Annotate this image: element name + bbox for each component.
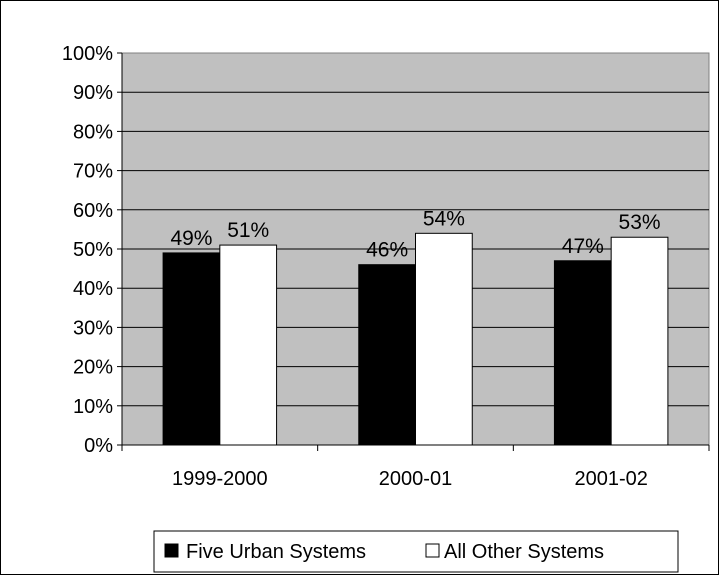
legend-box <box>153 530 679 573</box>
y-tick-label: 50% <box>73 239 113 261</box>
x-category-label: 2001-02 <box>574 468 647 490</box>
data-label: 46% <box>366 239 408 262</box>
x-axis-category-labels: 1999-2000 2000-01 2001-02 <box>172 468 648 490</box>
axes <box>117 52 710 451</box>
x-category-label: 2000-01 <box>379 468 452 490</box>
bar-all-other-systems-2001-02 <box>610 236 669 446</box>
legend-swatch-all-other-systems <box>425 543 440 558</box>
y-tick-label: 70% <box>73 161 113 183</box>
y-tick-label: 40% <box>73 278 113 300</box>
y-tick-label: 90% <box>73 82 113 104</box>
y-tick-label: 60% <box>73 200 113 222</box>
y-tick-label: 30% <box>73 317 113 339</box>
y-tick-label: 10% <box>73 396 113 418</box>
legend: Five Urban Systems All Other Systems <box>153 530 679 573</box>
data-label: 49% <box>170 227 212 250</box>
data-label: 47% <box>562 235 604 258</box>
legend-label-five-urban-systems: Five Urban Systems <box>186 541 366 563</box>
bar-five-urban-systems-2000-01 <box>358 264 416 446</box>
data-labels: 49% 51% 46% 54% 47% 53% <box>170 207 660 261</box>
bar-all-other-systems-2000-01 <box>415 232 473 446</box>
bar-all-other-systems-1999-2000 <box>219 244 278 446</box>
data-label: 51% <box>227 219 269 242</box>
y-tick-label: 80% <box>73 121 113 143</box>
legend-label-all-other-systems: All Other Systems <box>444 541 604 563</box>
y-tick-label: 100% <box>62 43 113 65</box>
bar-five-urban-systems-1999-2000 <box>162 252 221 446</box>
y-tick-label: 20% <box>73 357 113 379</box>
legend-swatch-five-urban-systems <box>164 543 179 558</box>
x-category-label: 1999-2000 <box>172 468 268 490</box>
y-axis-tick-labels: 0% 10% 20% 30% 40% 50% 60% 70% 80% 90% 100% <box>62 43 113 457</box>
data-label: 53% <box>619 211 661 234</box>
y-tick-label: 0% <box>84 435 113 457</box>
bar-five-urban-systems-2001-02 <box>553 260 612 446</box>
data-label: 54% <box>423 207 465 230</box>
bars <box>162 232 669 446</box>
